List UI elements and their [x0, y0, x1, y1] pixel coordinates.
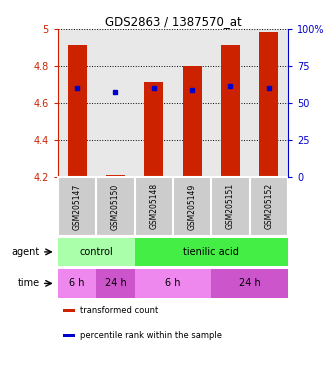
Bar	[259, 33, 278, 177]
Text: GSM205149: GSM205149	[188, 183, 197, 230]
Bar	[63, 334, 75, 337]
Bar	[106, 175, 125, 177]
Text: 6 h: 6 h	[70, 278, 85, 288]
Text: GSM205150: GSM205150	[111, 183, 120, 230]
Text: GSM205148: GSM205148	[149, 183, 158, 230]
Text: agent: agent	[11, 247, 39, 257]
Text: 24 h: 24 h	[239, 278, 260, 288]
Text: percentile rank within the sample: percentile rank within the sample	[80, 331, 222, 339]
Bar	[144, 83, 164, 177]
Text: 24 h: 24 h	[105, 278, 126, 288]
Text: 6 h: 6 h	[165, 278, 181, 288]
Text: transformed count: transformed count	[80, 306, 158, 314]
Text: GSM205152: GSM205152	[264, 183, 273, 230]
Bar	[58, 238, 135, 266]
Text: time: time	[18, 278, 39, 288]
Bar	[135, 269, 211, 298]
Text: control: control	[79, 247, 113, 257]
Bar	[182, 66, 202, 177]
Bar	[68, 45, 87, 177]
Bar	[221, 45, 240, 177]
Bar	[211, 269, 288, 298]
Text: GSM205151: GSM205151	[226, 183, 235, 230]
Bar	[135, 238, 288, 266]
Bar	[58, 269, 96, 298]
Bar	[63, 309, 75, 312]
Text: tienilic acid: tienilic acid	[183, 247, 239, 257]
Bar	[96, 269, 135, 298]
Text: GSM205147: GSM205147	[72, 183, 82, 230]
Title: GDS2863 / 1387570_at: GDS2863 / 1387570_at	[105, 15, 241, 28]
